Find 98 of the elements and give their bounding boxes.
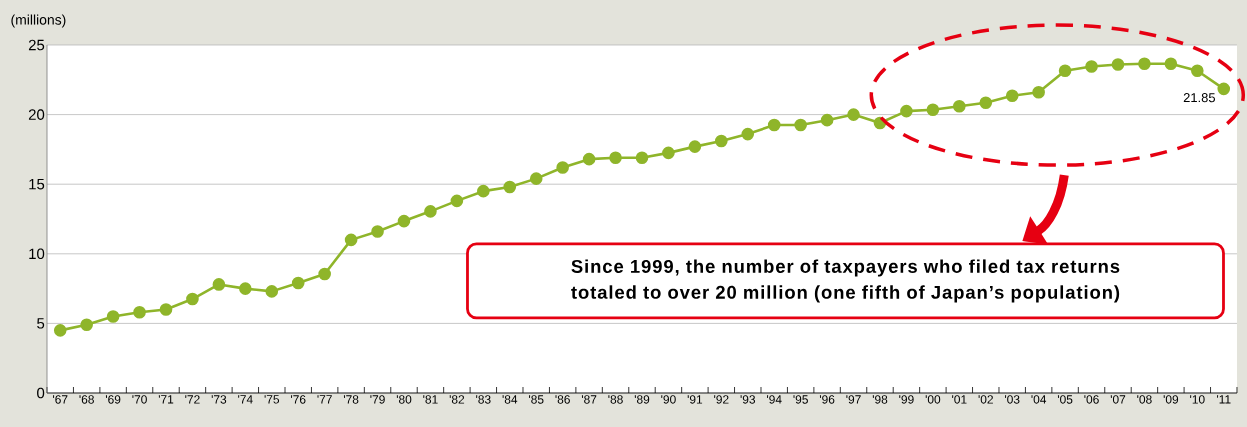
point (715, 134, 728, 148)
point (477, 184, 490, 198)
point (1138, 57, 1151, 71)
x-tick-label: '92 (714, 395, 729, 404)
x-tick-label: '89 (634, 395, 650, 404)
x-tick-label: '94 (767, 395, 782, 404)
point (582, 152, 596, 166)
x-tick-label: '75 (264, 395, 280, 404)
point (1085, 60, 1098, 73)
x-tick-label: '77 (317, 395, 332, 404)
y-tick-label: 20 (28, 109, 45, 120)
point (529, 172, 543, 185)
x-tick-label: '73 (211, 395, 227, 404)
x-tick-label: '95 (793, 395, 808, 404)
point (609, 151, 622, 165)
point (1164, 57, 1178, 71)
x-tick-label: '69 (105, 395, 121, 404)
x-tick-label: '76 (291, 395, 306, 404)
x-tick-label: '68 (79, 395, 94, 404)
x-tick-label: '86 (555, 395, 570, 404)
x-tick-label: '07 (1110, 395, 1126, 404)
point (767, 118, 781, 132)
x-tick-label: '97 (846, 395, 861, 404)
point (635, 151, 649, 165)
point (318, 267, 331, 281)
x-tick-label: '79 (370, 395, 385, 404)
x-tick-label: '06 (1084, 395, 1099, 404)
point (953, 99, 966, 113)
x-tick-label: '84 (502, 395, 518, 404)
x-tick-label: '11 (1217, 395, 1231, 404)
x-tick-label: '09 (1163, 395, 1179, 404)
x-tick-label: '67 (53, 395, 68, 404)
point (80, 318, 93, 332)
x-tick-label: '74 (238, 395, 253, 404)
point (106, 310, 120, 323)
point (688, 140, 702, 153)
point (820, 113, 834, 127)
x-tick-label: '03 (1005, 395, 1020, 404)
x-tick-label: '98 (872, 395, 888, 404)
x-tick-label: '72 (185, 395, 200, 404)
y-tick-label: 5 (37, 318, 45, 329)
point (556, 161, 569, 174)
x-tick-label: '08 (1137, 395, 1152, 404)
x-tick-label: '82 (449, 395, 465, 404)
x-tick-label: '70 (132, 395, 147, 404)
x-tick-label: '99 (899, 395, 914, 404)
point (1111, 58, 1125, 71)
point (662, 146, 675, 160)
x-tick-label: '05 (1057, 395, 1073, 404)
x-tick-label: '80 (396, 395, 412, 404)
x-tick-label: '91 (687, 395, 703, 404)
x-tick-label: '00 (925, 395, 941, 404)
x-tick-label: '78 (343, 395, 359, 404)
x-tick-label: '10 (1190, 395, 1205, 404)
annotation: Since 1999, the number of taxpayers who filed tax returns totaled to over 20 million (one fifth of Japan’s population) (571, 259, 1120, 303)
x-tick-label: '02 (978, 395, 993, 404)
x-tick-label: '81 (423, 395, 438, 404)
y-tick-label: 0 (37, 387, 45, 399)
point (212, 278, 226, 291)
x-tick-label: '88 (608, 395, 623, 404)
y-axis-title: (millions) (11, 14, 66, 28)
x-tick-label: '96 (819, 395, 835, 404)
point (1032, 86, 1045, 99)
point (1005, 89, 1019, 103)
data-label: 21.85 (1183, 93, 1216, 103)
point (926, 103, 940, 117)
point (1058, 64, 1072, 78)
x-tick-label: '90 (661, 395, 676, 404)
point (979, 96, 993, 110)
point (186, 292, 199, 306)
point (450, 194, 464, 208)
x-tick-label: '01 (952, 395, 967, 404)
point (900, 104, 913, 118)
point (291, 276, 305, 290)
point (424, 205, 437, 218)
point (397, 214, 411, 228)
point (847, 108, 860, 121)
point (239, 282, 252, 295)
point (265, 285, 279, 298)
point (371, 225, 384, 238)
point (53, 324, 67, 337)
x-tick-label: '04 (1031, 395, 1047, 404)
point (503, 180, 517, 194)
x-tick-label: '85 (529, 395, 544, 404)
point (741, 127, 755, 141)
y-tick-label: 15 (29, 178, 45, 190)
x-tick-label: '87 (581, 395, 597, 404)
point (159, 303, 173, 316)
point (133, 305, 146, 319)
y-tick-label: 10 (29, 248, 45, 260)
point (1191, 64, 1204, 78)
point (344, 233, 358, 247)
x-tick-label: '93 (740, 395, 756, 404)
point (1217, 82, 1231, 96)
y-tick-label: 25 (28, 39, 45, 51)
x-tick-label: '83 (476, 395, 491, 404)
x-tick-label: '71 (158, 395, 174, 404)
point (794, 118, 807, 132)
